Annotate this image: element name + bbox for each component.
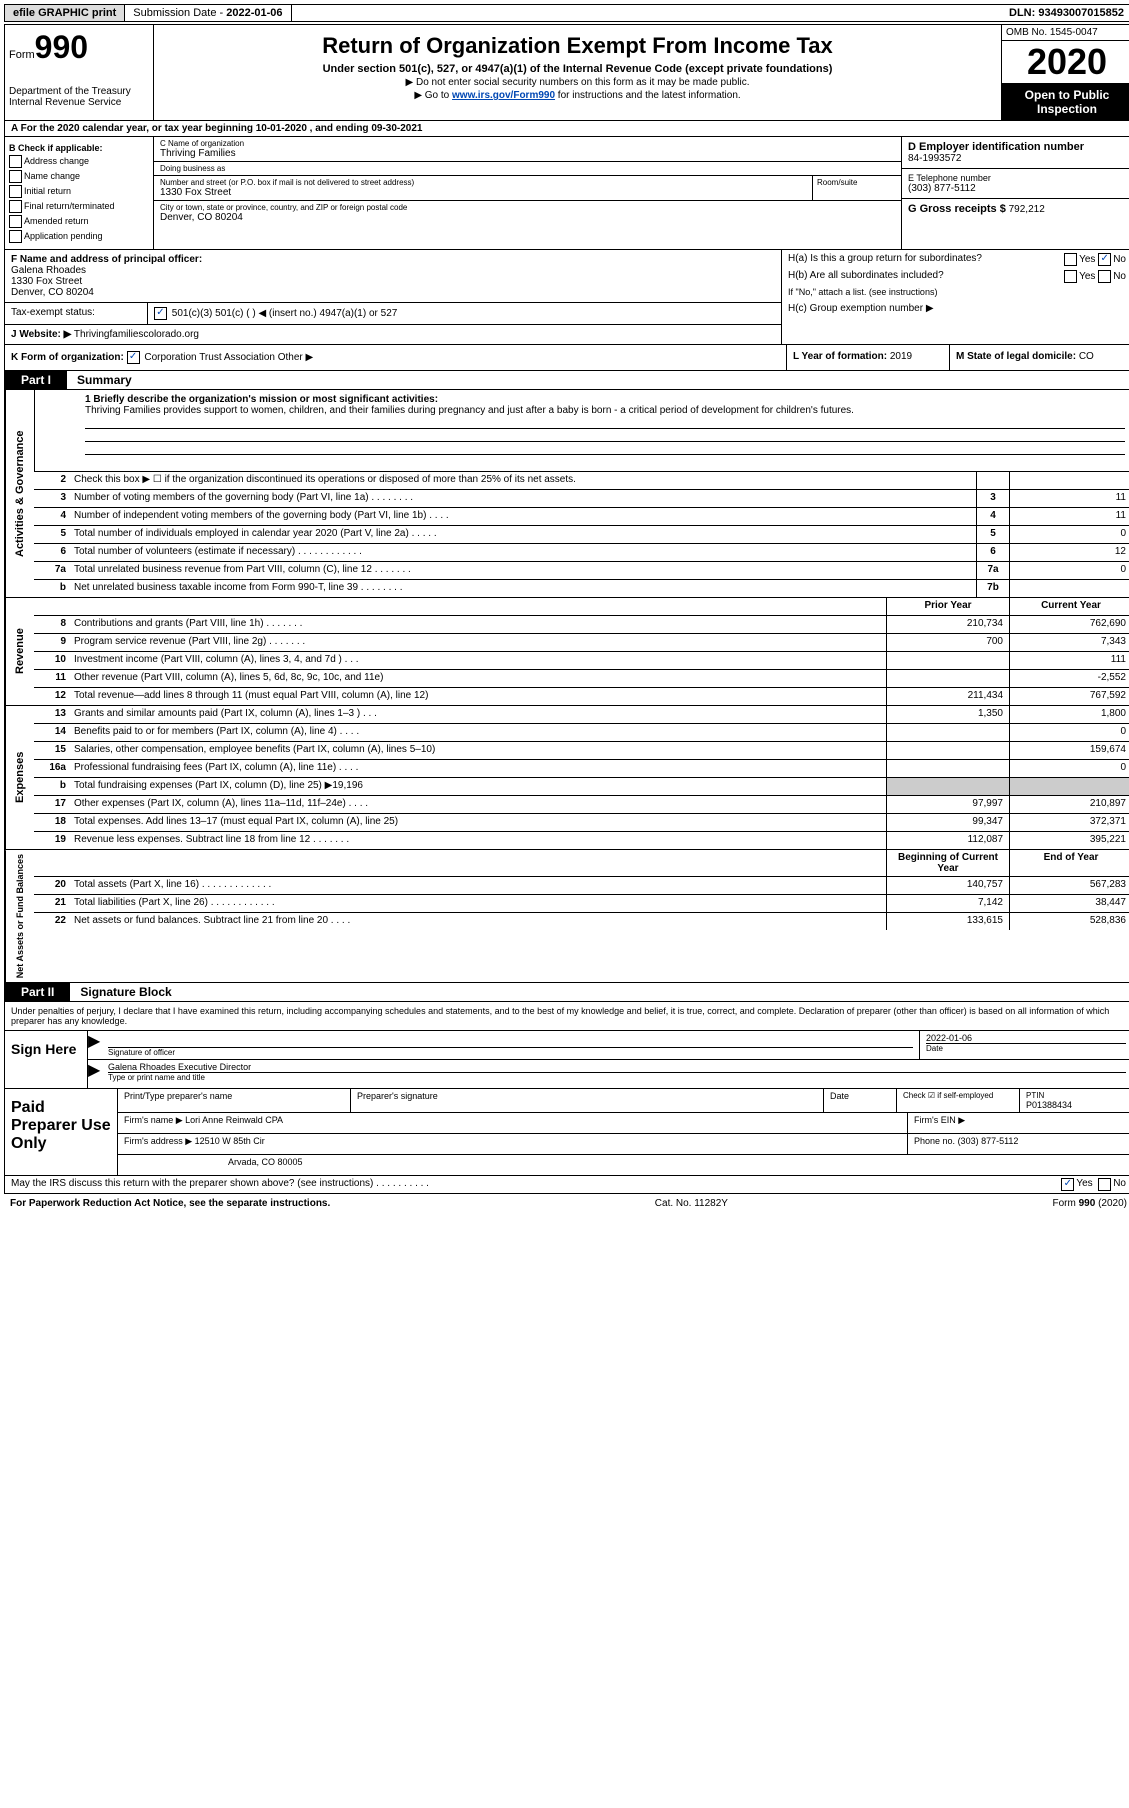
revenue-section: Revenue Prior Year Current Year 8Contrib… (4, 598, 1129, 706)
submission-date-label: Submission Date - 2022-01-06 (125, 5, 291, 21)
table-row: 12Total revenue—add lines 8 through 11 (… (34, 688, 1129, 705)
footer: For Paperwork Reduction Act Notice, see … (4, 1194, 1129, 1213)
topbar: efile GRAPHIC print Submission Date - 20… (4, 4, 1129, 22)
check-applicable: B Check if applicable: Address change Na… (5, 137, 154, 249)
telephone: (303) 877-5112 (908, 183, 1126, 194)
table-row: 9Program service revenue (Part VIII, lin… (34, 634, 1129, 652)
efile-print-button[interactable]: efile GRAPHIC print (5, 5, 125, 21)
header-right: OMB No. 1545-0047 2020 Open to Public In… (1001, 25, 1129, 120)
table-row: 18Total expenses. Add lines 13–17 (must … (34, 814, 1129, 832)
side-revenue: Revenue (5, 598, 34, 705)
penalties-text: Under penalties of perjury, I declare th… (4, 1002, 1129, 1031)
table-row: 7aTotal unrelated business revenue from … (34, 562, 1129, 580)
table-row: 17Other expenses (Part IX, column (A), l… (34, 796, 1129, 814)
header-title: Return of Organization Exempt From Incom… (154, 25, 1001, 120)
table-row: 3Number of voting members of the governi… (34, 490, 1129, 508)
expenses-section: Expenses 13Grants and similar amounts pa… (4, 706, 1129, 850)
table-row: 22Net assets or fund balances. Subtract … (34, 913, 1129, 930)
info-row: B Check if applicable: Address change Na… (4, 137, 1129, 250)
table-row: 6Total number of volunteers (estimate if… (34, 544, 1129, 562)
klm-row: K Form of organization: ✓ Corporation Tr… (4, 345, 1129, 371)
firm-name: Lori Anne Reinwald CPA (185, 1115, 283, 1125)
table-row: 14Benefits paid to or for members (Part … (34, 724, 1129, 742)
table-row: 4Number of independent voting members of… (34, 508, 1129, 526)
mission: 1 Briefly describe the organization's mi… (34, 390, 1129, 472)
form-of-org: K Form of organization: ✓ Corporation Tr… (5, 345, 787, 370)
website: Thrivingfamiliescolorado.org (74, 329, 199, 340)
part2-header: Part II Signature Block (4, 983, 1129, 1002)
table-row: 16aProfessional fundraising fees (Part I… (34, 760, 1129, 778)
ein: 84-1993572 (908, 153, 1126, 164)
omb-number: OMB No. 1545-0047 (1002, 25, 1129, 41)
net-header: Beginning of Current Year End of Year (34, 850, 1129, 877)
table-row: bNet unrelated business taxable income f… (34, 580, 1129, 597)
group-return: H(a) Is this a group return for subordin… (782, 250, 1129, 344)
side-activities: Activities & Governance (5, 390, 34, 597)
officer-name: Galena Rhoades Executive Director (108, 1062, 1126, 1072)
table-row: 21Total liabilities (Part X, line 26) . … (34, 895, 1129, 913)
activities-section: Activities & Governance 1 Briefly descri… (4, 390, 1129, 598)
public-inspection: Open to Public Inspection (1002, 84, 1129, 120)
table-row: 15Salaries, other compensation, employee… (34, 742, 1129, 760)
principal-officer: F Name and address of principal officer:… (5, 250, 781, 303)
org-name: Thriving Families (160, 148, 895, 159)
gross-receipts: 792,212 (1009, 204, 1045, 215)
table-row: 13Grants and similar amounts paid (Part … (34, 706, 1129, 724)
ein-block: D Employer identification number 84-1993… (902, 137, 1129, 249)
table-row: 10Investment income (Part VIII, column (… (34, 652, 1129, 670)
table-row: 19Revenue less expenses. Subtract line 1… (34, 832, 1129, 849)
dept-label: Department of the Treasury Internal Reve… (9, 86, 149, 108)
fgh-row: F Name and address of principal officer:… (4, 250, 1129, 345)
form990-link[interactable]: www.irs.gov/Form990 (452, 90, 555, 101)
table-row: 5Total number of individuals employed in… (34, 526, 1129, 544)
year-header: Prior Year Current Year (34, 598, 1129, 616)
table-row: 8Contributions and grants (Part VIII, li… (34, 616, 1129, 634)
tax-exempt-label: Tax-exempt status: (5, 303, 148, 324)
form-header: Form990 Department of the Treasury Inter… (4, 24, 1129, 121)
org-info: C Name of organization Thriving Families… (154, 137, 902, 249)
firm-addr1: 12510 W 85th Cir (195, 1136, 265, 1146)
table-row: 11Other revenue (Part VIII, column (A), … (34, 670, 1129, 688)
net-assets-section: Net Assets or Fund Balances Beginning of… (4, 850, 1129, 983)
ptin: P01388434 (1026, 1100, 1126, 1110)
table-row: bTotal fundraising expenses (Part IX, co… (34, 778, 1129, 796)
form-number-block: Form990 Department of the Treasury Inter… (5, 25, 154, 120)
preparer-block: Paid Preparer Use Only Print/Type prepar… (4, 1089, 1129, 1176)
dln: DLN: 93493007015852 (1001, 5, 1129, 21)
street-address: 1330 Fox Street (160, 187, 806, 198)
table-row: 20Total assets (Part X, line 16) . . . .… (34, 877, 1129, 895)
website-row: J Website: ▶ Thrivingfamiliescolorado.or… (5, 325, 781, 344)
side-expenses: Expenses (5, 706, 34, 849)
state-domicile: M State of legal domicile: CO (950, 345, 1129, 370)
side-net: Net Assets or Fund Balances (5, 850, 34, 982)
year-formation: L Year of formation: 2019 (787, 345, 950, 370)
firm-phone: (303) 877-5112 (958, 1136, 1019, 1146)
table-row: 2Check this box ▶ ☐ if the organization … (34, 472, 1129, 490)
tax-year: 2020 (1002, 41, 1129, 84)
irs-discuss: May the IRS discuss this return with the… (4, 1176, 1129, 1194)
firm-addr2: Arvada, CO 80005 (118, 1155, 1129, 1175)
check-icon: ✓ (1061, 1178, 1074, 1191)
tax-exempt-status: ✓ 501(c)(3) 501(c) ( ) ◀ (insert no.) 49… (148, 303, 781, 324)
sign-block: Sign Here ▶ Signature of officer 2022-01… (4, 1031, 1129, 1089)
part1-header: Part I Summary (4, 371, 1129, 390)
city-state-zip: Denver, CO 80204 (160, 212, 895, 223)
check-icon: ✓ (154, 307, 167, 320)
period-row: A For the 2020 calendar year, or tax yea… (4, 121, 1129, 137)
